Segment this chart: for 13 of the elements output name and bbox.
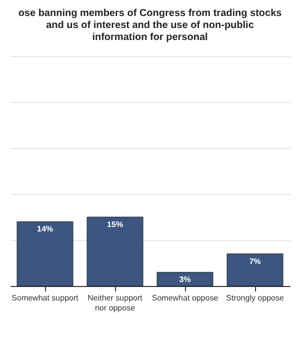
bar: [156, 272, 214, 286]
x-tick-label: Somewhat oppose: [152, 294, 219, 302]
data-label: 15%: [106, 220, 124, 229]
bar: [86, 216, 144, 286]
bar: [226, 254, 284, 286]
x-tick-label: Strongly oppose: [226, 294, 284, 302]
data-label: 7%: [249, 256, 261, 266]
data-label: 14%: [36, 224, 54, 234]
chart-title: ose banning members of Congress from trading stocks and us of interest and the use of non-public information for personal: [18, 8, 282, 43]
x-tick-label: Somewhat support: [12, 294, 80, 302]
x-tick-label: Neither support nor oppose: [88, 294, 144, 312]
bar: [16, 221, 74, 286]
data-label: 3%: [179, 275, 191, 284]
